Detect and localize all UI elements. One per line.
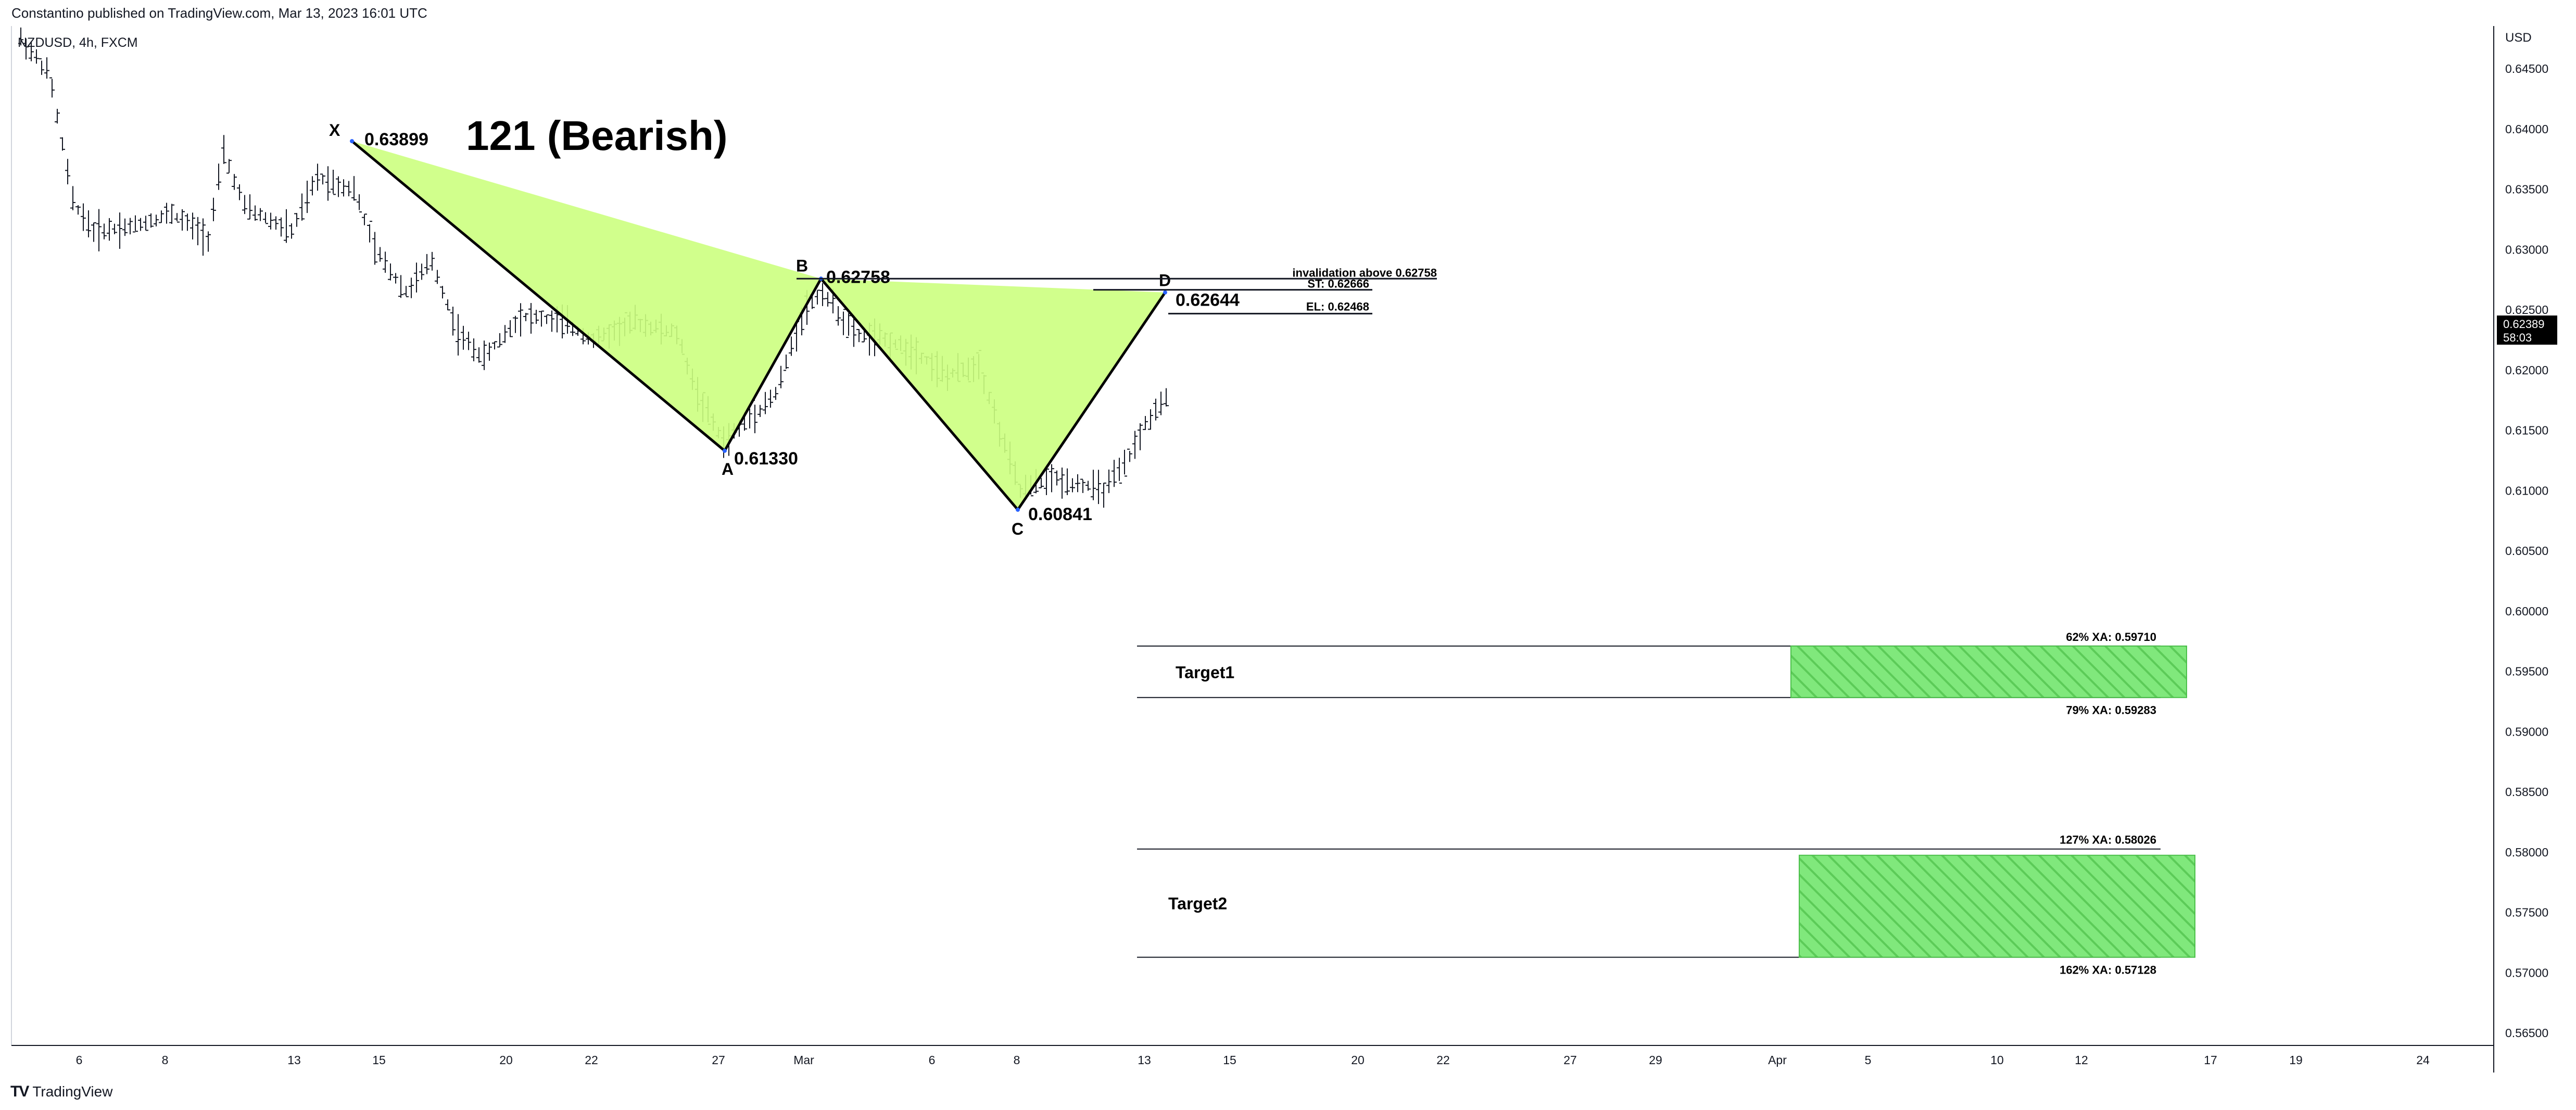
target-zones[interactable]: 62% XA: 0.59710 79% XA: 0.59283 Target1 127… [1137, 630, 2195, 977]
tradingview-branding[interactable]: TV TradingView [10, 1083, 112, 1101]
target-upper-label: 62% XA: 0.59710 [2066, 630, 2156, 644]
stop-label: ST: 0.62666 [1307, 278, 1369, 291]
target-zone [1790, 645, 2187, 698]
last-price-value: 0.62389 [2503, 318, 2545, 331]
price-axis-currency: USD [2505, 31, 2532, 45]
time-tick-label: 24 [2416, 1053, 2430, 1067]
pattern-point-label: X [329, 121, 340, 140]
price-tick-label: 0.58500 [2505, 785, 2548, 799]
time-tick-label: 17 [2204, 1053, 2217, 1067]
time-tick-label: 20 [1351, 1053, 1365, 1067]
price-tick-label: 0.61500 [2505, 424, 2548, 437]
price-tick-label: 0.60500 [2505, 544, 2548, 558]
time-tick-label: 13 [1138, 1053, 1151, 1067]
pattern-point-price: 0.62758 [826, 267, 890, 287]
price-tick-label: 0.61000 [2505, 484, 2548, 497]
time-tick-label: 8 [162, 1053, 169, 1067]
pattern-point-price: 0.61330 [734, 449, 798, 469]
time-tick-label: 22 [1436, 1053, 1450, 1067]
target-lower-label: 162% XA: 0.57128 [2060, 964, 2156, 977]
price-tick-label: 0.59500 [2505, 665, 2548, 678]
time-tick-label: 19 [2289, 1053, 2303, 1067]
price-tick-label: 0.58000 [2505, 846, 2548, 859]
time-tick-label: 15 [372, 1053, 386, 1067]
price-tick-label: 0.59000 [2505, 725, 2548, 738]
pattern-point-label: A [722, 460, 734, 478]
price-tick-label: 0.62500 [2505, 303, 2548, 317]
time-tick-label: 10 [1990, 1053, 2004, 1067]
pattern-title: 121 (Bearish) [466, 112, 727, 159]
price-tick-label: 0.57500 [2505, 906, 2548, 919]
invalidation-label: invalidation above 0.62758 [1292, 266, 1437, 279]
entry-label: EL: 0.62468 [1306, 300, 1369, 313]
price-tick-label: 0.63000 [2505, 243, 2548, 256]
price-tick-label: 0.63500 [2505, 183, 2548, 196]
target-upper-label: 127% XA: 0.58026 [2060, 834, 2156, 847]
time-axis-ticks: 6 8 13 15 20 22 27 Mar 6 8 13 15 20 22 27 29 Apr 5 10 12 17 1… [76, 1053, 2430, 1067]
pattern-point-price: 0.63899 [364, 130, 428, 149]
price-axis-ticks: 0.64500 0.64000 0.63500 0.63000 0.62500 0.620… [2505, 62, 2548, 1040]
pattern-point-label: D [1159, 271, 1171, 290]
tradingview-logo-icon: TV [10, 1083, 29, 1100]
harmonic-pattern[interactable]: X 0.63899 A0.61330 B 0.62758 C0.60841 D 0.62644 [329, 121, 1240, 538]
price-tick-label: 0.64000 [2505, 122, 2548, 136]
time-tick-label: Mar [793, 1053, 814, 1067]
time-tick-label: 15 [1223, 1053, 1236, 1067]
pattern-triangle-bcd [821, 279, 1165, 510]
time-tick-label: 13 [287, 1053, 301, 1067]
time-tick-label: 8 [1014, 1053, 1020, 1067]
time-tick-label: 22 [585, 1053, 598, 1067]
bar-countdown: 58:03 [2503, 331, 2532, 344]
pattern-point-price: 0.62644 [1176, 291, 1240, 310]
target-lower-label: 79% XA: 0.59283 [2066, 704, 2156, 717]
price-tick-label: 0.57000 [2505, 966, 2548, 979]
price-tick-label: 0.64500 [2505, 62, 2548, 75]
time-tick-label: 5 [1865, 1053, 1872, 1067]
time-tick-label: 6 [76, 1053, 83, 1067]
pattern-point-price: 0.60841 [1028, 504, 1092, 524]
time-tick-label: Apr [1768, 1053, 1787, 1067]
time-tick-label: 29 [1649, 1053, 1662, 1067]
pattern-triangle-xab [352, 141, 821, 451]
last-price-tag: 0.62389 58:03 [2497, 316, 2557, 345]
pattern-point-label: C [1012, 520, 1024, 538]
brand-label: TradingView [32, 1083, 113, 1100]
time-tick-label: 27 [712, 1053, 725, 1067]
pattern-point-dot [1163, 290, 1167, 295]
pattern-point-dot [350, 139, 354, 144]
publish-header: Constantino published on TradingView.com… [11, 5, 427, 21]
price-tick-label: 0.60000 [2505, 604, 2548, 618]
time-tick-label: 20 [499, 1053, 513, 1067]
pattern-point-label: B [796, 256, 808, 275]
price-tick-label: 0.62000 [2505, 363, 2548, 377]
pattern-point-dot [723, 448, 727, 453]
target-zone [1799, 854, 2195, 958]
time-tick-label: 27 [1563, 1053, 1577, 1067]
time-tick-label: 6 [929, 1053, 936, 1067]
time-tick-label: 12 [2075, 1053, 2088, 1067]
target-name: Target1 [1176, 663, 1234, 682]
price-tick-label: 0.56500 [2505, 1026, 2548, 1040]
target-name: Target2 [1168, 894, 1227, 913]
symbol-legend[interactable]: NZDUSD, 4h, FXCM [18, 35, 138, 50]
pattern-point-dot [1016, 508, 1020, 512]
